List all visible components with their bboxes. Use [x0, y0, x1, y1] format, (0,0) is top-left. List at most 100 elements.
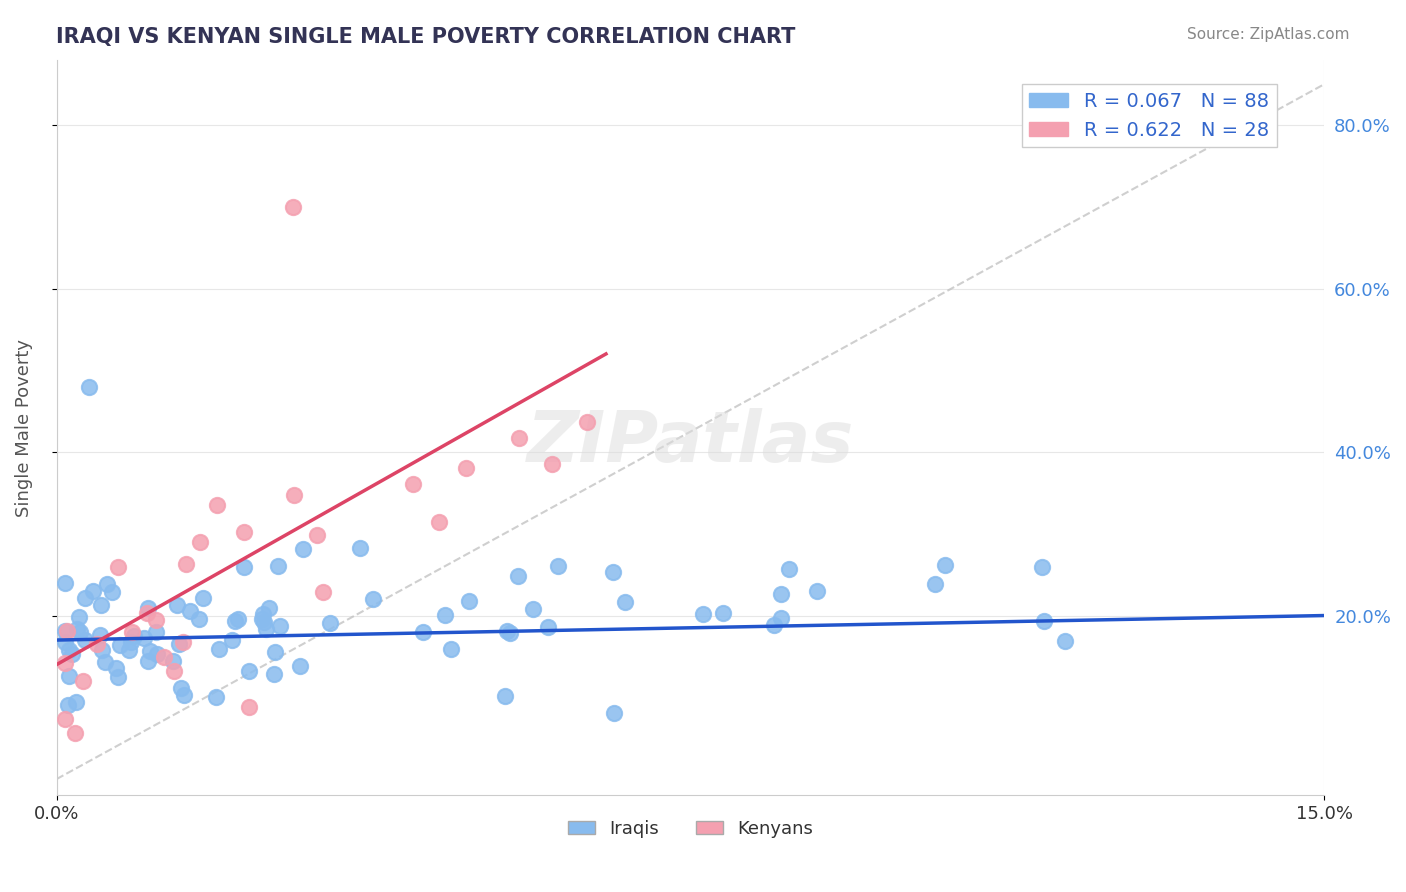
Point — [179, 604, 201, 618]
Point — [73, 633, 96, 648]
Point — [540, 457, 562, 471]
Point — [121, 625, 143, 640]
Point — [53, 624, 76, 638]
Point — [145, 624, 167, 639]
Point — [58, 669, 80, 683]
Point — [53, 712, 76, 726]
Point — [311, 585, 333, 599]
Point — [440, 641, 463, 656]
Point — [233, 525, 256, 540]
Point — [269, 619, 291, 633]
Point — [136, 601, 159, 615]
Point — [118, 643, 141, 657]
Point — [136, 654, 159, 668]
Point — [522, 601, 544, 615]
Point — [434, 608, 457, 623]
Point — [104, 661, 127, 675]
Point — [163, 664, 186, 678]
Point — [250, 612, 273, 626]
Point — [292, 541, 315, 556]
Point — [363, 592, 385, 607]
Text: Source: ZipAtlas.com: Source: ZipAtlas.com — [1187, 27, 1350, 42]
Point — [82, 584, 104, 599]
Point — [86, 637, 108, 651]
Point — [547, 558, 569, 573]
Point — [575, 416, 598, 430]
Point — [288, 659, 311, 673]
Point — [73, 591, 96, 606]
Point — [139, 644, 162, 658]
Point — [204, 690, 226, 705]
Point — [934, 558, 956, 572]
Point — [89, 628, 111, 642]
Point — [108, 638, 131, 652]
Point — [69, 610, 91, 624]
Point — [602, 565, 624, 579]
Point — [173, 688, 195, 702]
Point — [263, 666, 285, 681]
Point — [58, 698, 80, 712]
Point — [263, 644, 285, 658]
Point — [77, 379, 100, 393]
Legend: Iraqis, Kenyans: Iraqis, Kenyans — [561, 813, 820, 846]
Point — [257, 600, 280, 615]
Point — [56, 624, 79, 638]
Point — [63, 726, 86, 740]
Point — [232, 560, 254, 574]
Point — [508, 431, 530, 445]
Point — [498, 626, 520, 640]
Point — [427, 515, 450, 529]
Point — [145, 613, 167, 627]
Point — [187, 611, 209, 625]
Point — [508, 569, 530, 583]
Point — [1053, 634, 1076, 648]
Point — [120, 634, 142, 648]
Point — [283, 487, 305, 501]
Point — [122, 629, 145, 643]
Point — [100, 585, 122, 599]
Point — [58, 642, 80, 657]
Point — [69, 624, 91, 639]
Point — [412, 624, 434, 639]
Point — [496, 624, 519, 639]
Point — [349, 541, 371, 556]
Point — [318, 615, 340, 630]
Point — [167, 638, 190, 652]
Point — [692, 607, 714, 621]
Point — [613, 595, 636, 609]
Point — [53, 575, 76, 590]
Point — [402, 476, 425, 491]
Point — [90, 598, 112, 612]
Point — [254, 622, 277, 636]
Point — [107, 671, 129, 685]
Point — [162, 654, 184, 668]
Point — [778, 561, 800, 575]
Point — [226, 612, 249, 626]
Point — [770, 611, 793, 625]
Point — [188, 535, 211, 549]
Point — [132, 632, 155, 646]
Point — [458, 593, 481, 607]
Point — [267, 558, 290, 573]
Point — [193, 591, 215, 605]
Point — [224, 614, 246, 628]
Point — [454, 461, 477, 475]
Point — [305, 527, 328, 541]
Point — [66, 622, 89, 636]
Text: ZIPatlas: ZIPatlas — [527, 408, 855, 476]
Point — [537, 619, 560, 633]
Point — [711, 606, 734, 620]
Point — [91, 642, 114, 657]
Point — [924, 577, 946, 591]
Point — [94, 655, 117, 669]
Point — [146, 648, 169, 662]
Point — [152, 649, 174, 664]
Point — [53, 656, 76, 670]
Point — [238, 664, 260, 678]
Point — [806, 584, 828, 599]
Point — [205, 499, 228, 513]
Point — [763, 617, 786, 632]
Point — [252, 607, 274, 622]
Point — [1031, 559, 1053, 574]
Point — [253, 615, 276, 629]
